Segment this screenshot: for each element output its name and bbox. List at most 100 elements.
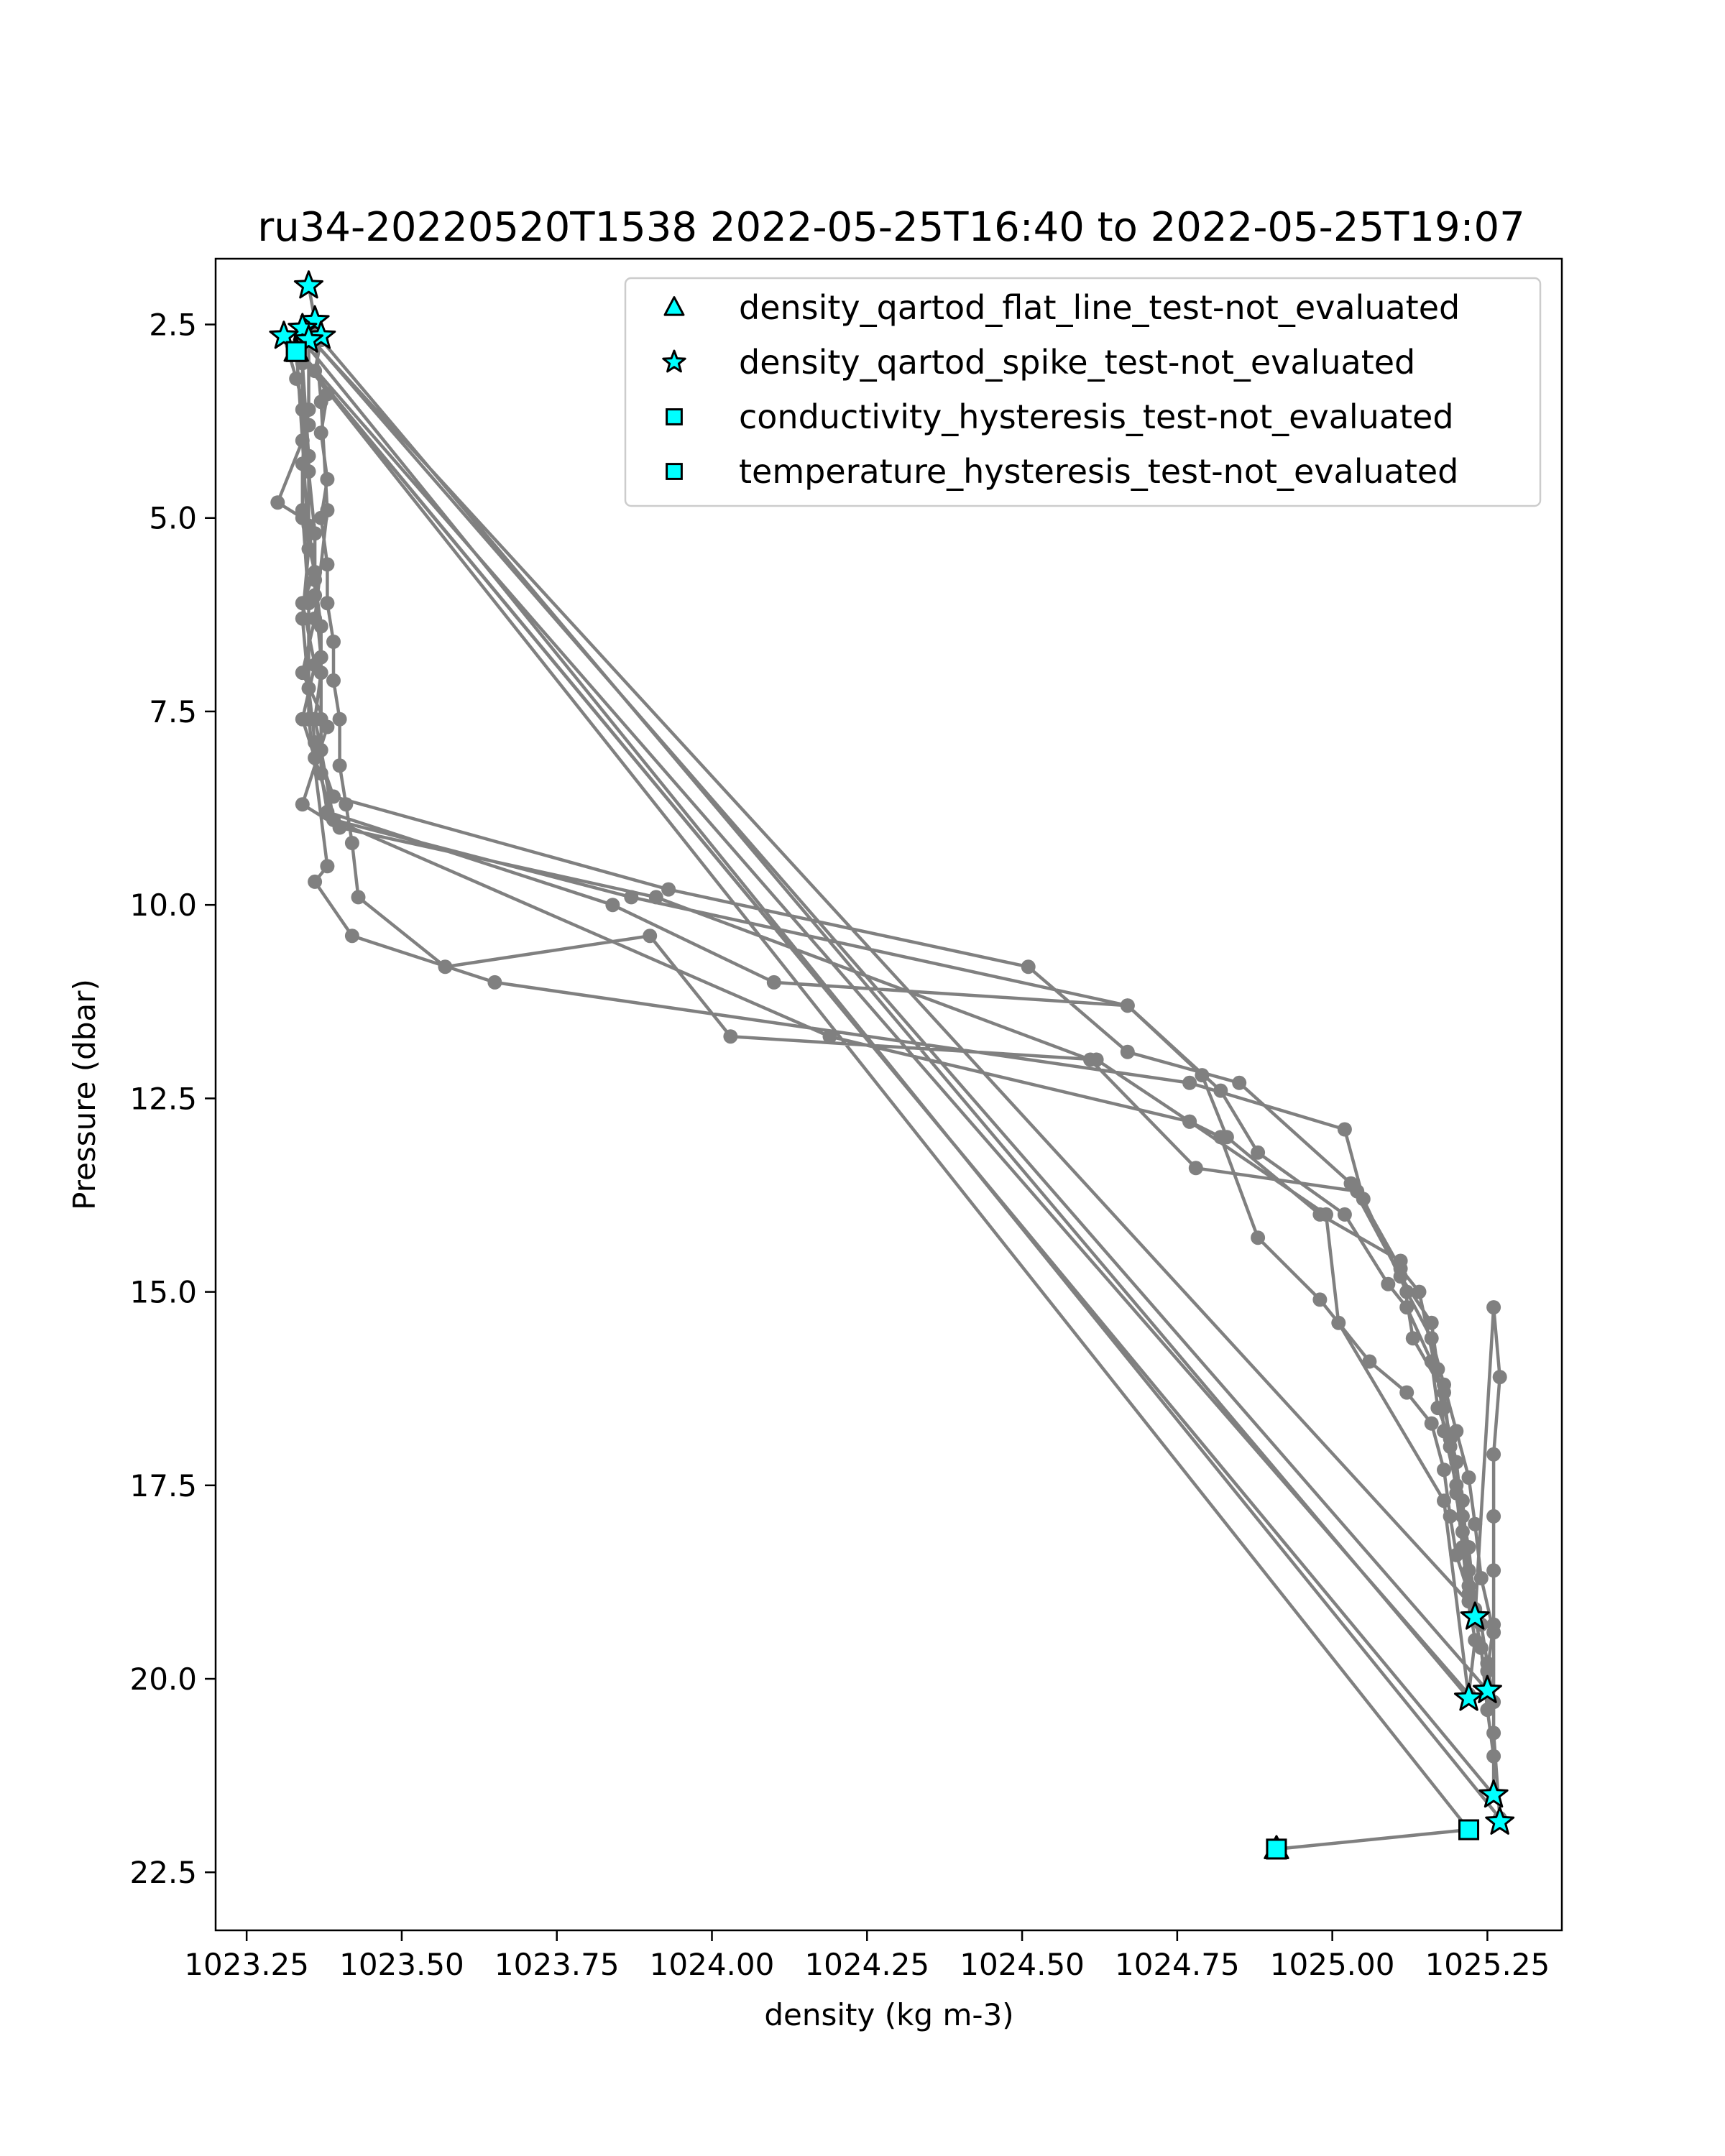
profile-point bbox=[320, 471, 335, 487]
profile-point bbox=[1331, 1315, 1346, 1330]
x-tick-label: 1024.00 bbox=[650, 1947, 775, 1982]
profile-point bbox=[1486, 1726, 1501, 1741]
profile-point bbox=[1424, 1315, 1439, 1330]
profile-point bbox=[1083, 1052, 1098, 1067]
profile-point bbox=[308, 364, 323, 379]
profile-point bbox=[308, 572, 323, 587]
profile-point bbox=[326, 789, 341, 804]
profile-point bbox=[1461, 1540, 1476, 1554]
profile-point bbox=[1213, 1083, 1228, 1098]
profile-point bbox=[1424, 1354, 1439, 1369]
profile-point bbox=[270, 495, 285, 510]
profile-point bbox=[1492, 1370, 1507, 1385]
y-tick-label: 20.0 bbox=[129, 1662, 197, 1697]
profile-point bbox=[1473, 1571, 1489, 1585]
profile-point bbox=[1449, 1455, 1464, 1470]
profile-point bbox=[1443, 1508, 1458, 1524]
series-4-square-marker bbox=[1458, 1819, 1480, 1841]
profile-point bbox=[1461, 1578, 1476, 1593]
chart-title: ru34-20220520T1538 2022-05-25T16:40 to 2… bbox=[257, 204, 1524, 251]
profile-point bbox=[295, 611, 310, 626]
profile-point bbox=[301, 681, 316, 696]
profile-point bbox=[295, 797, 310, 812]
axis-ticks: 1023.25 1023.50 1023.75 1024.00 1024.25 1024.… bbox=[129, 308, 1550, 1982]
profile-point bbox=[326, 673, 341, 688]
y-tick-label: 15.0 bbox=[129, 1275, 197, 1310]
profile-point bbox=[301, 596, 316, 611]
profile-point bbox=[1480, 1656, 1495, 1671]
profile-point bbox=[1437, 1401, 1451, 1416]
series-4-square-marker bbox=[285, 341, 307, 362]
profile-point bbox=[1449, 1478, 1464, 1493]
legend-star-marker bbox=[662, 349, 686, 373]
profile-point bbox=[1362, 1354, 1377, 1369]
y-tick-label: 7.5 bbox=[149, 694, 197, 729]
profile-point bbox=[1381, 1276, 1396, 1291]
profile-point bbox=[1486, 1625, 1501, 1640]
series-2-star-marker bbox=[269, 321, 299, 349]
profile-point bbox=[295, 665, 310, 681]
y-tick-label: 22.5 bbox=[129, 1855, 197, 1890]
profile-point bbox=[1424, 1416, 1439, 1431]
profile-point bbox=[295, 456, 310, 471]
y-tick-label: 17.5 bbox=[129, 1468, 197, 1503]
series-2-star-marker bbox=[293, 270, 323, 299]
y-axis-label: Pressure (dbar) bbox=[67, 979, 102, 1210]
x-tick-label: 1025.00 bbox=[1270, 1947, 1395, 1982]
profile-point bbox=[344, 836, 359, 850]
series-2-star-marker bbox=[300, 305, 330, 333]
profile-point bbox=[1219, 1130, 1234, 1145]
profile-point bbox=[313, 395, 328, 410]
profile-point bbox=[1468, 1516, 1483, 1531]
profile-point bbox=[1486, 1447, 1501, 1462]
series-2-star-marker bbox=[1478, 1779, 1509, 1808]
series-2-star-marker bbox=[1472, 1674, 1502, 1703]
profile-point bbox=[1195, 1068, 1210, 1083]
profile-point bbox=[1232, 1075, 1247, 1090]
profile-point bbox=[289, 371, 304, 386]
profile-point bbox=[1251, 1230, 1266, 1245]
profile-point bbox=[1486, 1563, 1501, 1578]
profile-point bbox=[1455, 1493, 1470, 1508]
profile-point bbox=[1319, 1207, 1333, 1222]
profile-point bbox=[605, 898, 620, 913]
profile-point bbox=[313, 766, 328, 781]
x-axis-label: density (kg m-3) bbox=[764, 1997, 1013, 2032]
legend-triangle-marker bbox=[663, 296, 685, 316]
y-tick-label: 5.0 bbox=[149, 501, 197, 536]
profile-point bbox=[308, 611, 323, 626]
profile-point bbox=[1182, 1114, 1197, 1129]
y-tick-label: 12.5 bbox=[129, 1081, 197, 1116]
profile-point bbox=[344, 929, 359, 944]
legend: density_qartod_flat_line_test-not_evalua… bbox=[624, 277, 1542, 507]
profile-point bbox=[351, 890, 366, 905]
profile-point bbox=[308, 874, 323, 889]
profile-point bbox=[301, 418, 316, 433]
profile-point bbox=[643, 929, 658, 944]
profile-point bbox=[624, 890, 639, 905]
profile-point bbox=[1461, 1563, 1476, 1578]
legend-box bbox=[624, 277, 1542, 507]
profile-point bbox=[320, 859, 335, 874]
profile-point bbox=[766, 975, 781, 990]
profile-point bbox=[1405, 1331, 1420, 1346]
profile-point bbox=[1424, 1331, 1439, 1346]
series-2-star-marker bbox=[293, 324, 323, 353]
x-tick-label: 1025.25 bbox=[1425, 1947, 1550, 1982]
profile-point bbox=[301, 402, 316, 417]
profile-point bbox=[301, 711, 316, 727]
profile-point bbox=[661, 882, 676, 897]
profile-point bbox=[438, 959, 453, 975]
profile-point bbox=[295, 503, 310, 517]
profile-point bbox=[1399, 1300, 1414, 1315]
profile-point bbox=[1399, 1385, 1414, 1400]
profile-point bbox=[1449, 1424, 1464, 1439]
profile-point bbox=[1120, 1044, 1135, 1059]
profile-point bbox=[313, 665, 328, 681]
profile-point bbox=[822, 1029, 837, 1044]
profile-point bbox=[1486, 1749, 1501, 1764]
x-tick-label: 1024.25 bbox=[804, 1947, 929, 1982]
profile-point bbox=[723, 1029, 738, 1044]
profile-point bbox=[320, 557, 335, 572]
